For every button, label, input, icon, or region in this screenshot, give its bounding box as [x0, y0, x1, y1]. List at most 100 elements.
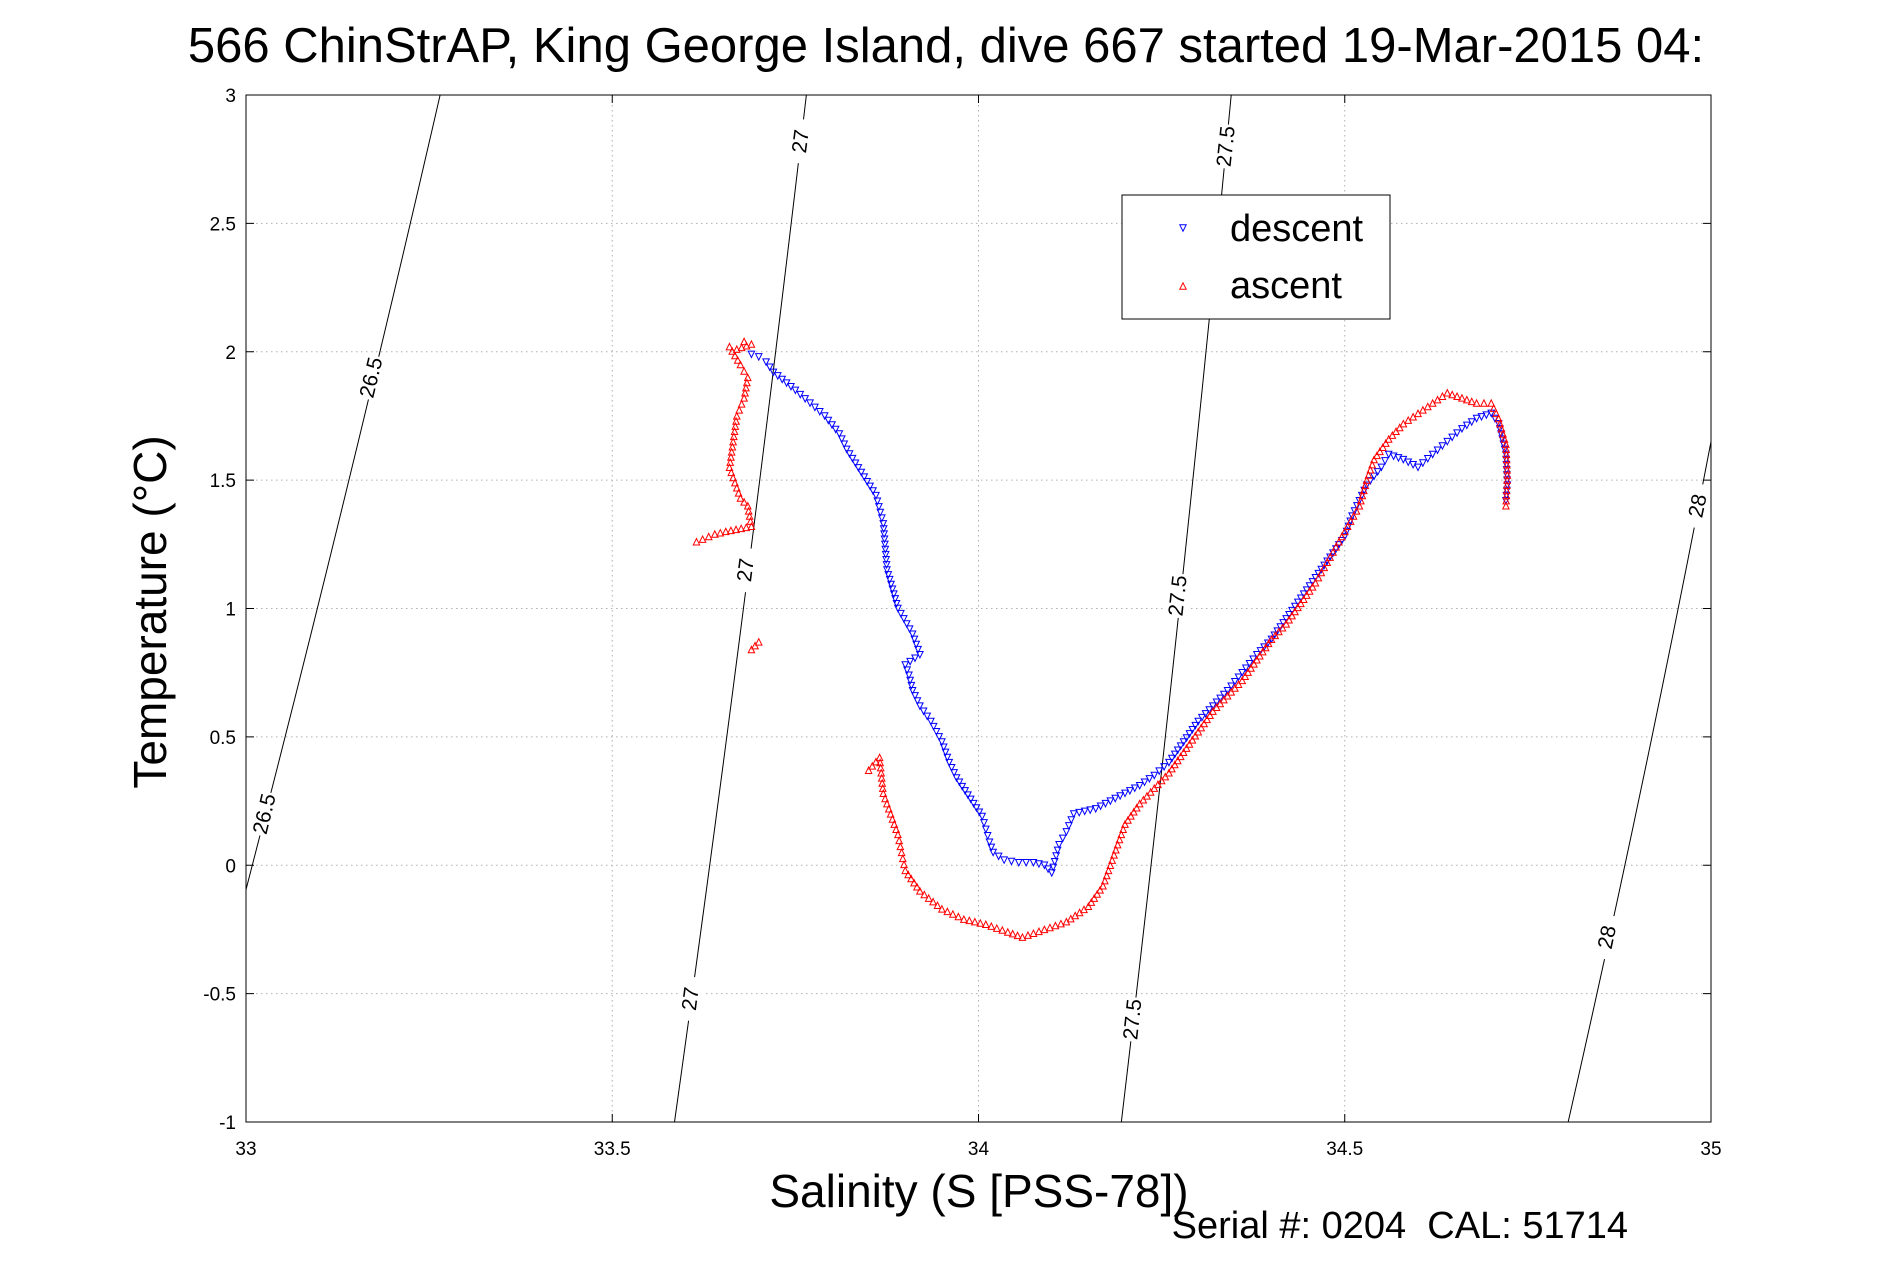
ascent-point	[730, 478, 739, 487]
descent-point	[887, 580, 896, 589]
descent-point	[905, 625, 914, 634]
ascent-point	[954, 912, 963, 921]
descent-point	[1394, 454, 1403, 463]
descent-point	[945, 758, 954, 767]
legend-marker-ascent	[1178, 281, 1188, 290]
ascent-point	[1104, 866, 1113, 875]
ascent-point	[1018, 932, 1027, 941]
descent-point	[1494, 419, 1503, 428]
descent-point	[1362, 481, 1371, 490]
descent-point	[1197, 713, 1206, 722]
ascent-point	[1111, 845, 1120, 854]
ascent-point	[907, 874, 916, 883]
descent-point	[1116, 792, 1125, 801]
contour-label: 27	[678, 986, 704, 1012]
ascent-point	[1271, 631, 1280, 640]
descent-point	[1067, 816, 1076, 825]
ascent-point	[716, 528, 725, 537]
ascent-point	[732, 525, 741, 534]
descent-point	[1453, 429, 1462, 438]
ascent-point	[892, 824, 901, 834]
descent-point	[1497, 430, 1506, 439]
ascent-point	[1343, 522, 1352, 531]
ascent-point	[730, 351, 739, 360]
ascent-point	[1392, 427, 1401, 436]
descent-point	[1377, 463, 1386, 472]
ascent-point	[737, 343, 746, 352]
ascent-point	[1056, 919, 1065, 928]
ascent-point	[1197, 723, 1206, 732]
descent-point	[1145, 775, 1154, 784]
descent-point	[1055, 841, 1064, 850]
ascent-point	[1191, 731, 1200, 740]
ascent-point	[1340, 527, 1349, 536]
ascent-point	[1372, 451, 1381, 460]
ascent-point	[732, 483, 741, 492]
ascent-point	[1453, 391, 1462, 400]
descent-point	[1047, 869, 1056, 878]
descent-point	[820, 412, 829, 421]
descent-point	[873, 497, 882, 506]
ascent-point	[886, 809, 895, 818]
descent-point	[762, 358, 771, 367]
ascent-point	[1252, 655, 1261, 664]
legend-label-ascent: ascent	[1230, 265, 1342, 307]
descent-point	[891, 595, 900, 604]
ascent-point	[1003, 927, 1012, 936]
descent-point	[806, 399, 815, 408]
ascent-point	[742, 341, 751, 350]
descent-point	[1188, 725, 1197, 735]
ascent-point	[1288, 611, 1297, 620]
ascent-point	[1364, 470, 1373, 479]
isopycnal-line	[674, 95, 807, 1122]
ascent-point	[737, 399, 746, 408]
descent-point	[1212, 698, 1221, 707]
descent-point	[901, 661, 910, 670]
ascent-point	[1167, 764, 1176, 773]
legend-label-descent: descent	[1230, 208, 1364, 250]
descent-point	[879, 525, 888, 534]
ascent-point	[1494, 414, 1503, 423]
descent-point	[1167, 754, 1176, 763]
descent-point	[975, 808, 984, 817]
ascent-point	[1093, 889, 1102, 898]
ascent-point	[1139, 795, 1148, 804]
ascent-point	[992, 923, 1001, 932]
ascent-point	[1179, 747, 1188, 756]
ascent-point	[1008, 929, 1017, 938]
ascent-point	[1164, 768, 1173, 777]
ascent-point	[737, 524, 746, 533]
ascent-point	[1358, 491, 1367, 500]
descent-point	[1413, 463, 1423, 472]
ascent-point	[740, 366, 749, 375]
descent-point	[1069, 810, 1078, 819]
ascent-point	[1110, 850, 1119, 859]
ascent-point	[742, 523, 751, 532]
y-tick-label: 2.5	[210, 214, 236, 235]
descent-point	[881, 550, 890, 559]
descent-point	[1173, 746, 1182, 755]
descent-point	[902, 620, 911, 629]
contour-label-background	[730, 546, 761, 594]
ascent-point	[1378, 442, 1387, 451]
descent-point	[1044, 865, 1053, 874]
descent-point	[1317, 565, 1326, 574]
descent-point	[1238, 668, 1247, 678]
contour-label: 28	[1684, 492, 1711, 520]
ascent-point	[1200, 719, 1209, 728]
contour-label-background	[247, 789, 282, 839]
ascent-point	[1331, 542, 1340, 551]
ascent-point	[981, 919, 990, 929]
descent-point	[765, 363, 774, 372]
ascent-point	[890, 819, 899, 828]
ascent-point	[1489, 403, 1498, 412]
descent-point	[880, 530, 889, 539]
descent-point	[943, 753, 952, 762]
legend: descent ascent	[1121, 194, 1391, 320]
x-tick-label: 33	[235, 1139, 256, 1160]
descent-point	[910, 635, 919, 644]
ascent-point	[1366, 465, 1375, 474]
ascent-point	[1208, 706, 1217, 715]
descent-point	[880, 540, 889, 549]
legend-box	[1121, 194, 1391, 320]
